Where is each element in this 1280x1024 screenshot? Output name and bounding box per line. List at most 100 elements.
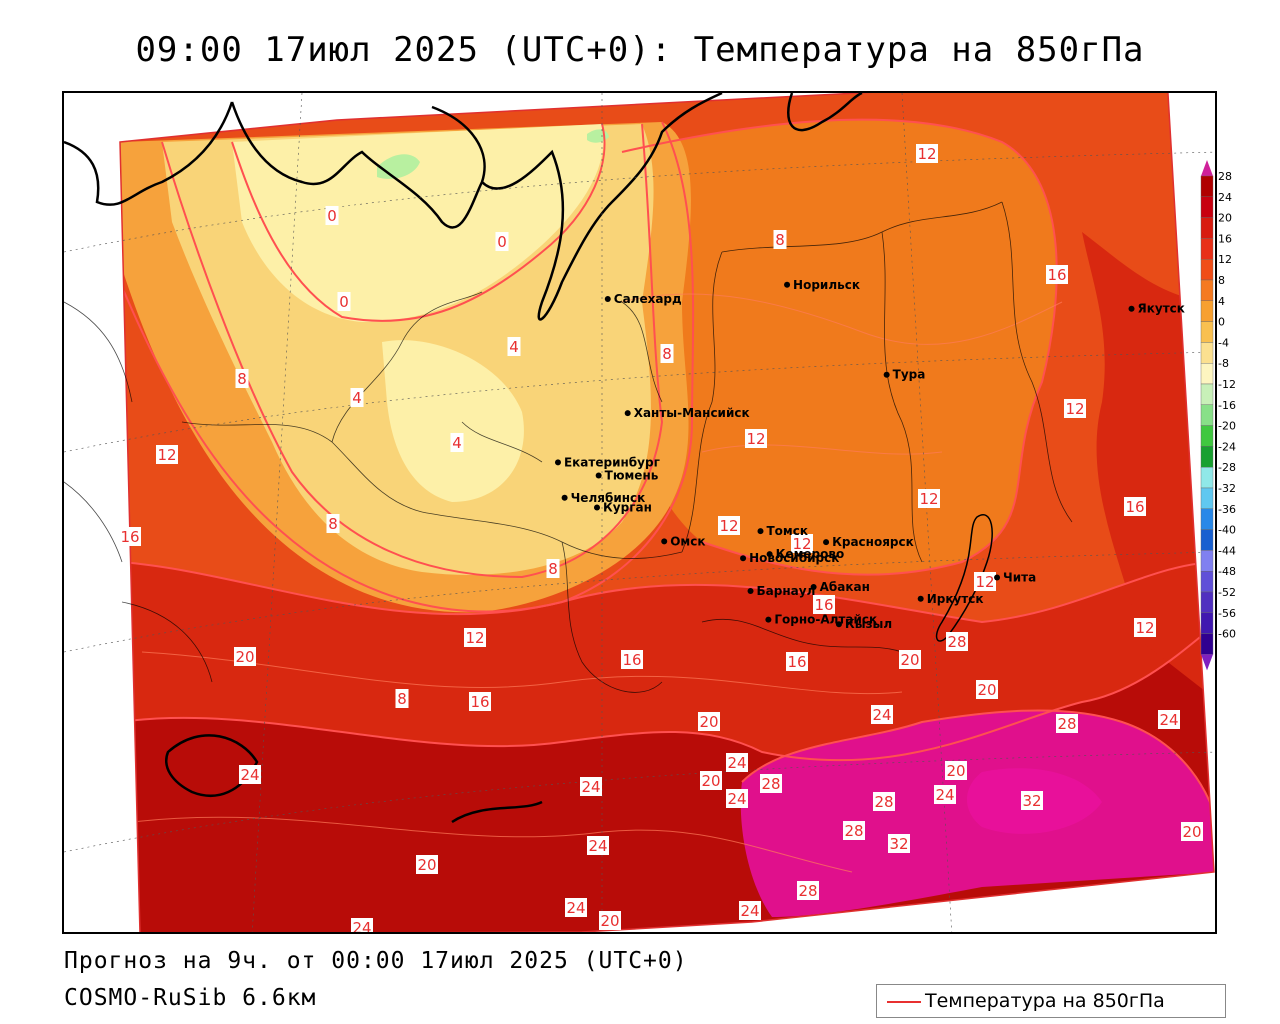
city-marker: Тура <box>883 368 925 382</box>
city-dot <box>766 551 773 558</box>
zone-0-ob <box>382 340 524 502</box>
isotherm-label-text: 20 <box>977 681 996 699</box>
colorbar-tick-label: -44 <box>1218 544 1236 557</box>
isotherm-label: 12 <box>918 489 940 508</box>
isotherm-label-bg <box>1158 710 1180 729</box>
city-dot <box>593 504 600 511</box>
isotherm-lines <box>120 118 1214 833</box>
colorbar-cell <box>1200 321 1214 343</box>
colorbar-tick-label: -16 <box>1218 399 1236 412</box>
isotherm-label-bg <box>450 433 464 452</box>
colorbar-cell <box>1200 425 1214 447</box>
isotherm-label: 24 <box>1158 710 1180 729</box>
isotherm-label: 8 <box>235 369 249 388</box>
colorbar-tick-label: -60 <box>1218 628 1236 641</box>
isotherm-label-text: 0 <box>339 293 349 311</box>
isotherm-label: 28 <box>873 792 895 811</box>
colorbar-tick-label: -40 <box>1218 524 1236 537</box>
city-label: Красноярск <box>832 535 914 549</box>
isotherm-label-text: 24 <box>240 766 259 784</box>
isotherm-label: 24 <box>351 918 373 932</box>
colorbar-tick-label: -56 <box>1218 607 1236 620</box>
city-dot <box>757 528 764 535</box>
colorbar-tick-label: -36 <box>1218 503 1236 516</box>
colorbar-tick-label: 16 <box>1218 232 1232 245</box>
colorbar-cell <box>1200 217 1214 239</box>
city-label: Челябинск <box>571 491 646 505</box>
isotherm-label-text: 16 <box>1047 266 1066 284</box>
isotherm-label-bg <box>698 712 720 731</box>
city-dot <box>810 583 817 590</box>
city-label: Норильск <box>793 278 860 292</box>
isotherm-label: 12 <box>745 429 767 448</box>
isotherm-label: 0 <box>495 232 509 251</box>
isotherm-label: 20 <box>700 771 722 790</box>
isotherm-label-bg <box>726 753 748 772</box>
isotherm-label-bg <box>416 855 438 874</box>
isotherm-label: 8 <box>546 559 560 578</box>
isotherm-label: 12 <box>791 534 813 553</box>
isotherm-label-bg <box>843 821 865 840</box>
isotherm-label-text: 20 <box>1182 823 1201 841</box>
isotherm-label: 24 <box>580 777 602 796</box>
city-marker: Норильск <box>784 278 860 292</box>
colorbar-tick-label: -8 <box>1218 357 1229 370</box>
city-marker: Горно-Алтайск <box>765 613 877 627</box>
city-label: Горно-Алтайск <box>774 613 877 627</box>
isotherm-label: 28 <box>1056 714 1078 733</box>
isotherm-label-text: 20 <box>701 772 720 790</box>
colorbar-cell <box>1200 529 1214 551</box>
city-marker: Чита <box>994 571 1036 585</box>
city-dot <box>604 295 611 302</box>
isotherm-label: 12 <box>1134 618 1156 637</box>
isotherm-label: 32 <box>1021 791 1043 810</box>
isotherm-label-text: 12 <box>719 517 738 535</box>
colorbar-cell <box>1200 300 1214 322</box>
isotherm-label-bg <box>235 369 249 388</box>
isotherm-label: 28 <box>946 632 968 651</box>
isotherm-label-bg <box>813 595 835 614</box>
colorbar-tick-labels: 28 24 20 16 12 8 4 0 -4 -8 -12 -16 -20 -24 -28 -32 -36 -4… <box>1218 170 1236 641</box>
domain-outline <box>119 93 1215 932</box>
isotherm-label-bg <box>495 232 509 251</box>
isotherm-label: 12 <box>156 445 178 464</box>
isotherm-label-bg <box>888 834 910 853</box>
city-marker: Кызыл <box>835 617 892 631</box>
city-label: Кызыл <box>845 617 892 631</box>
colorbar-cell <box>1200 633 1214 655</box>
colorbar-tick-label: -12 <box>1218 378 1236 391</box>
city-dot <box>823 539 830 546</box>
isotherm-label: 24 <box>239 765 261 784</box>
isotherm-label: 8 <box>660 344 674 363</box>
map-title: 09:00 17июл 2025 (UTC+0): Температура на… <box>135 30 1145 70</box>
city-marker: Салехард <box>604 292 682 306</box>
legend-label: Температура на 850гПа <box>925 990 1165 1012</box>
isotherm-label-text: 28 <box>798 882 817 900</box>
city-dot <box>784 281 791 288</box>
isotherm-label-text: 8 <box>662 345 672 363</box>
isotherm-label: 28 <box>760 774 782 793</box>
isotherm-label-bg <box>745 429 767 448</box>
city-marker: Екатеринбург <box>554 455 660 469</box>
isotherm-label-bg <box>1056 714 1078 733</box>
isotherm-label-text: 16 <box>787 653 806 671</box>
isotherm-label-text: 16 <box>120 528 139 546</box>
isotherm-label-text: 4 <box>509 338 519 356</box>
isotherm-label: 32 <box>888 834 910 853</box>
isotherm-label-bg <box>1181 822 1203 841</box>
isotherm-label-bg <box>350 388 364 407</box>
isotherm-label-text: 16 <box>814 596 833 614</box>
city-label: Салехард <box>614 292 682 306</box>
colorbar-tick-label: -28 <box>1218 461 1236 474</box>
isotherm-label-bg <box>916 144 938 163</box>
isotherm-label-text: 0 <box>497 233 507 251</box>
isotherm-label: 12 <box>916 144 938 163</box>
colorbar-cell <box>1200 342 1214 364</box>
city-marker: Ханты-Мансийск <box>624 406 750 420</box>
colorbar-bottom-arrow <box>1201 654 1213 671</box>
city-label: Ханты-Мансийск <box>634 406 750 420</box>
isotherm-label: 12 <box>718 516 740 535</box>
isotherm-label: 20 <box>1181 822 1203 841</box>
city-dot <box>994 574 1001 581</box>
isotherm-label: 20 <box>599 911 621 930</box>
